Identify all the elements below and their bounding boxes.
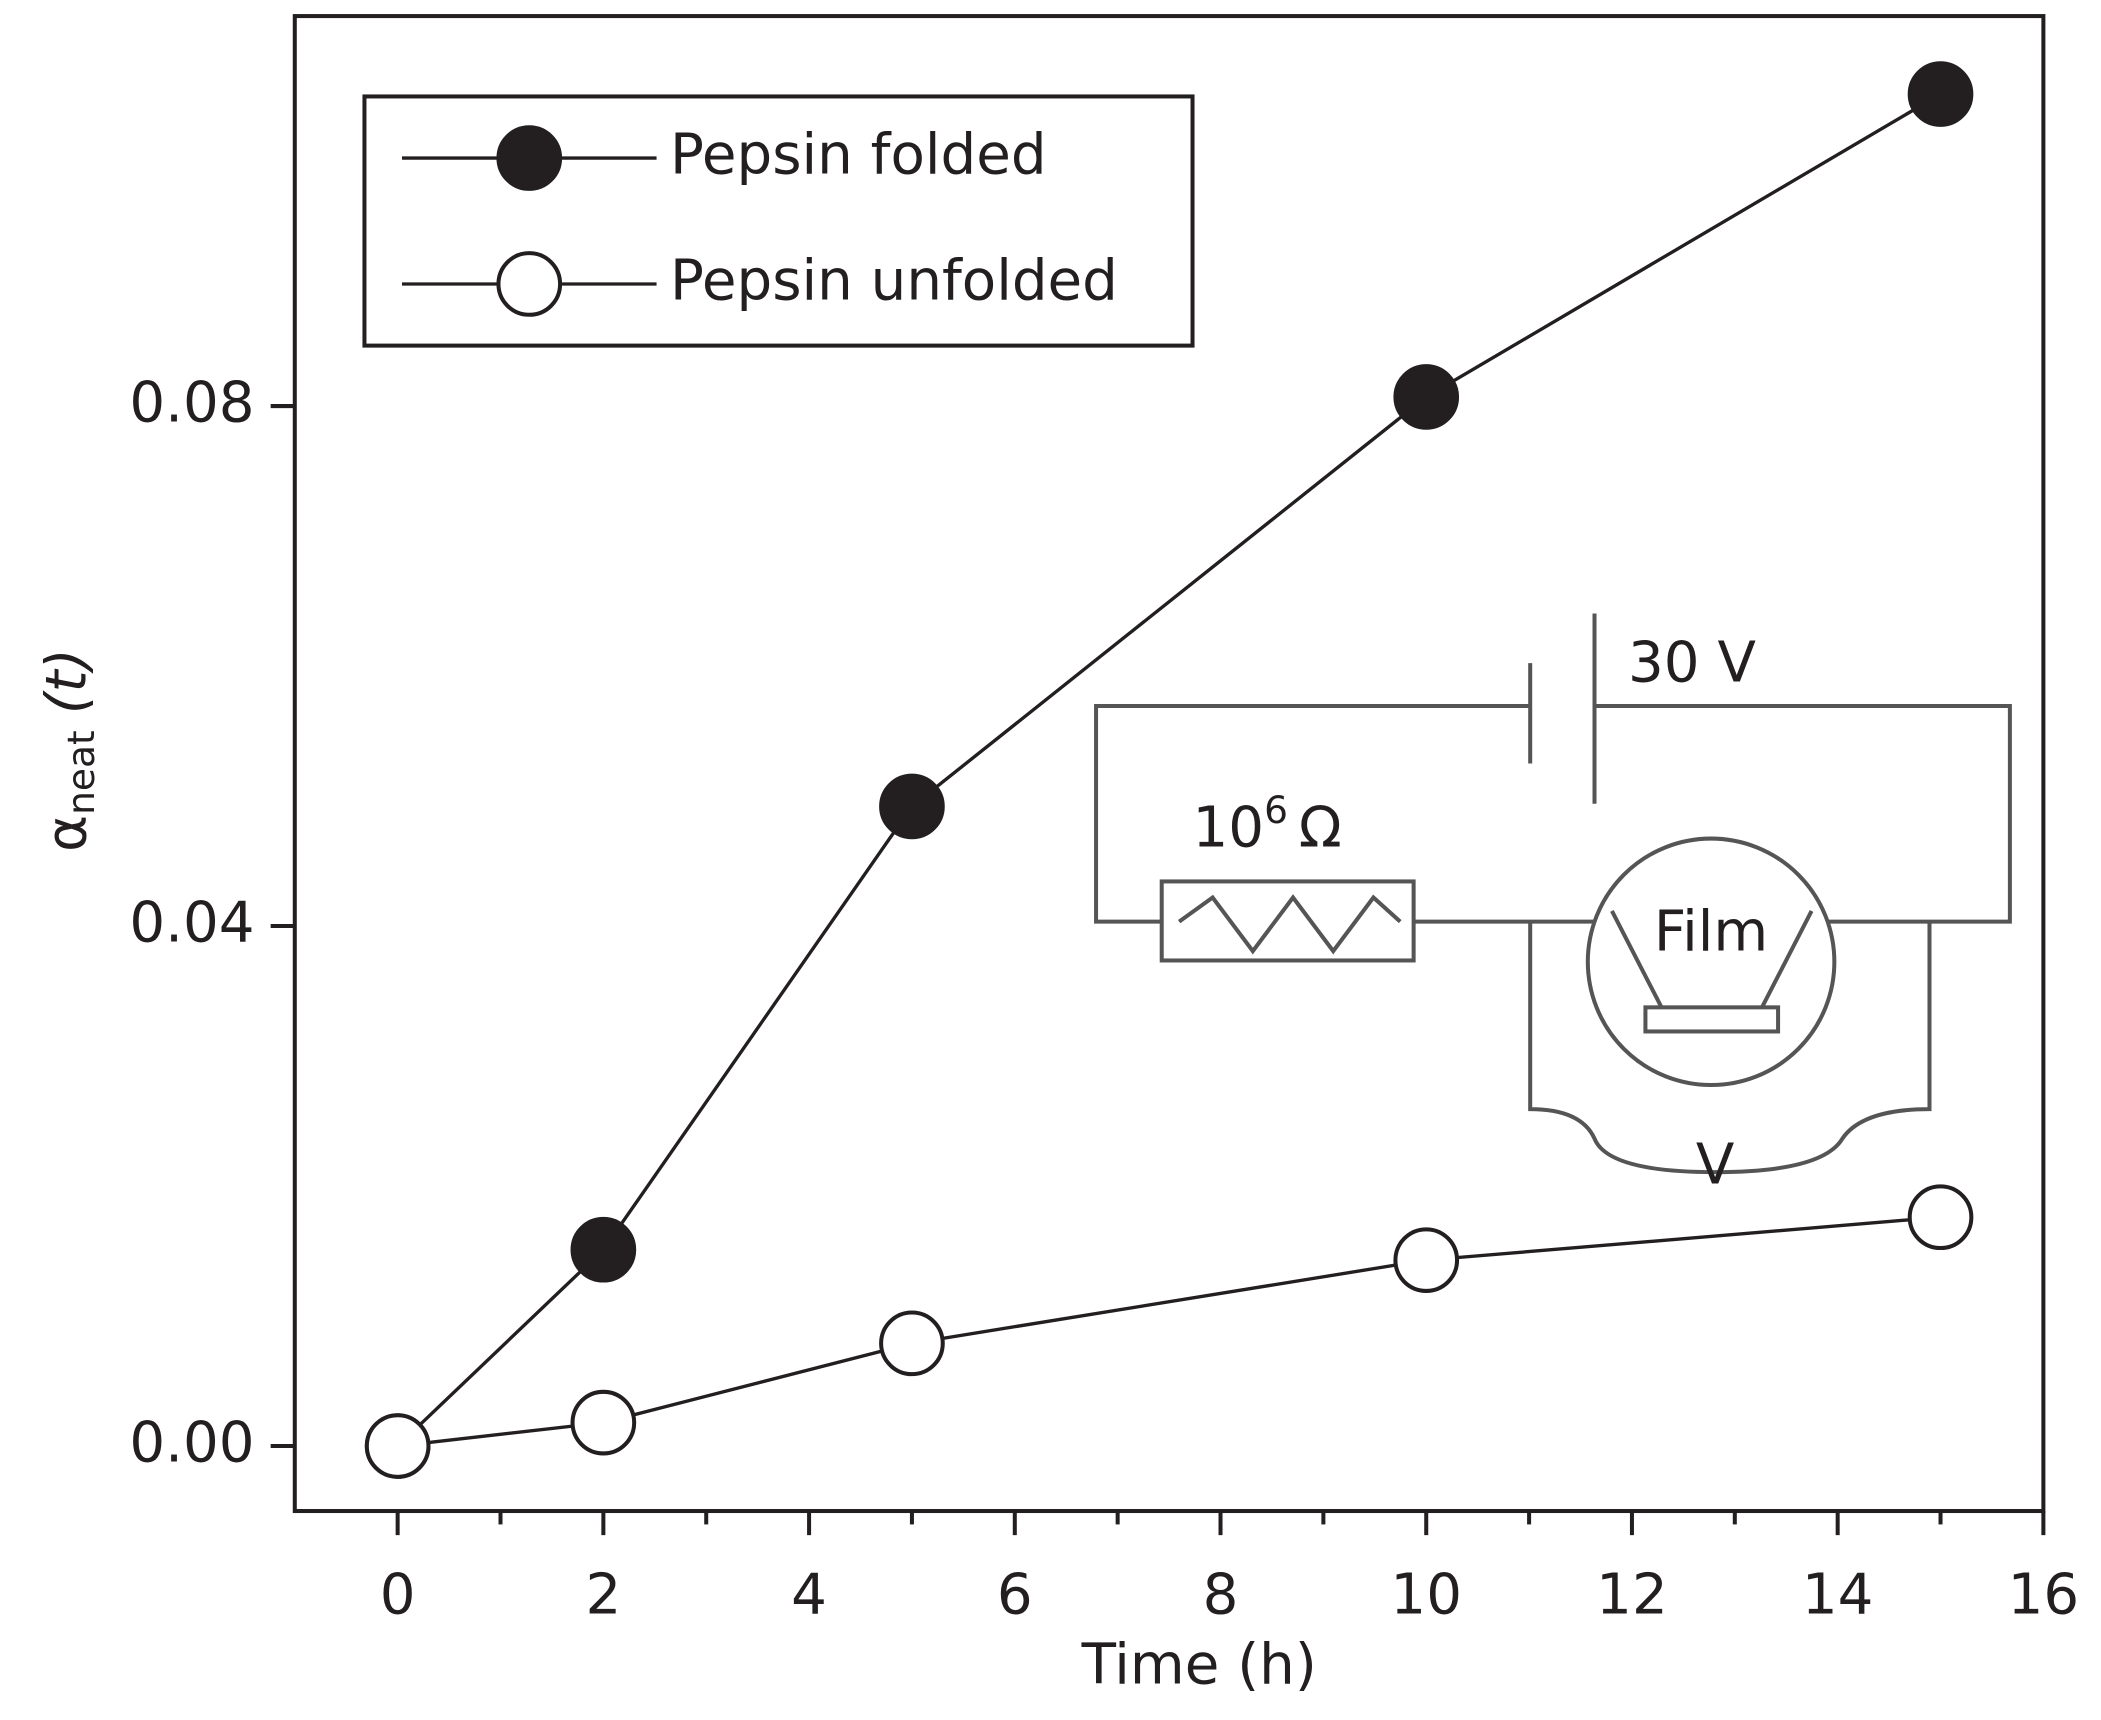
x-tick-label: 6 [997, 1563, 1033, 1628]
y-tick-label: 0.04 [129, 891, 254, 956]
data-point [1907, 61, 1974, 127]
plot-frame [292, 14, 2046, 1514]
y-label-symbol: α [34, 815, 99, 852]
voltmeter-brace [1528, 921, 1932, 1175]
data-point [1393, 1227, 1460, 1293]
battery-label: 30 V [1628, 630, 1756, 695]
x-tick-label: 10 [1390, 1563, 1462, 1628]
resistor [1159, 879, 1416, 963]
x-tick-label: 8 [1203, 1563, 1239, 1628]
sample-holder [1585, 836, 1837, 1088]
x-tick-label: 12 [1596, 1563, 1668, 1628]
data-point [1907, 1184, 1974, 1251]
y-label-subscript: neat [59, 730, 103, 815]
film-leads [1610, 909, 1814, 1009]
voltmeter-label: V [1696, 1133, 1735, 1198]
legend-label: Pepsin folded [670, 123, 1047, 188]
resistor-zigzag [1177, 894, 1402, 955]
x-tick-label: 4 [791, 1563, 827, 1628]
legend-marker [496, 251, 563, 317]
resistor-base: 10 [1193, 795, 1265, 860]
x-tick-label: 16 [2008, 1563, 2080, 1628]
resistor-exponent: 6 [1264, 787, 1288, 831]
x-tick-label: 0 [380, 1563, 416, 1628]
y-axis-label: αneat (t) [34, 648, 102, 852]
data-point [570, 1216, 637, 1283]
y-tick-label: 0.00 [129, 1411, 254, 1476]
data-point [1393, 364, 1460, 430]
data-point [364, 1413, 431, 1479]
data-point [879, 1310, 945, 1377]
legend-label: Pepsin unfolded [670, 249, 1118, 314]
x-tick-label: 14 [1802, 1563, 1874, 1628]
y-tick-label: 0.08 [129, 371, 254, 436]
x-tick-label: 2 [585, 1563, 621, 1628]
data-point [570, 1389, 637, 1456]
legend-box [362, 94, 1195, 348]
resistor-label: 106 Ω [1193, 787, 1342, 860]
legend-marker [496, 125, 563, 191]
resistor-unit: Ω [1299, 795, 1342, 860]
film-label: Film [1654, 900, 1768, 965]
circuit-inset: 30 V 106 Ω Film V [1094, 613, 2012, 1198]
x-axis-label: Time (h) [1081, 1632, 1317, 1697]
legend: Pepsin folded Pepsin unfolded [401, 123, 1118, 317]
y-label-argument: (t) [34, 648, 99, 714]
data-point [879, 773, 945, 840]
film [1643, 1005, 1781, 1034]
